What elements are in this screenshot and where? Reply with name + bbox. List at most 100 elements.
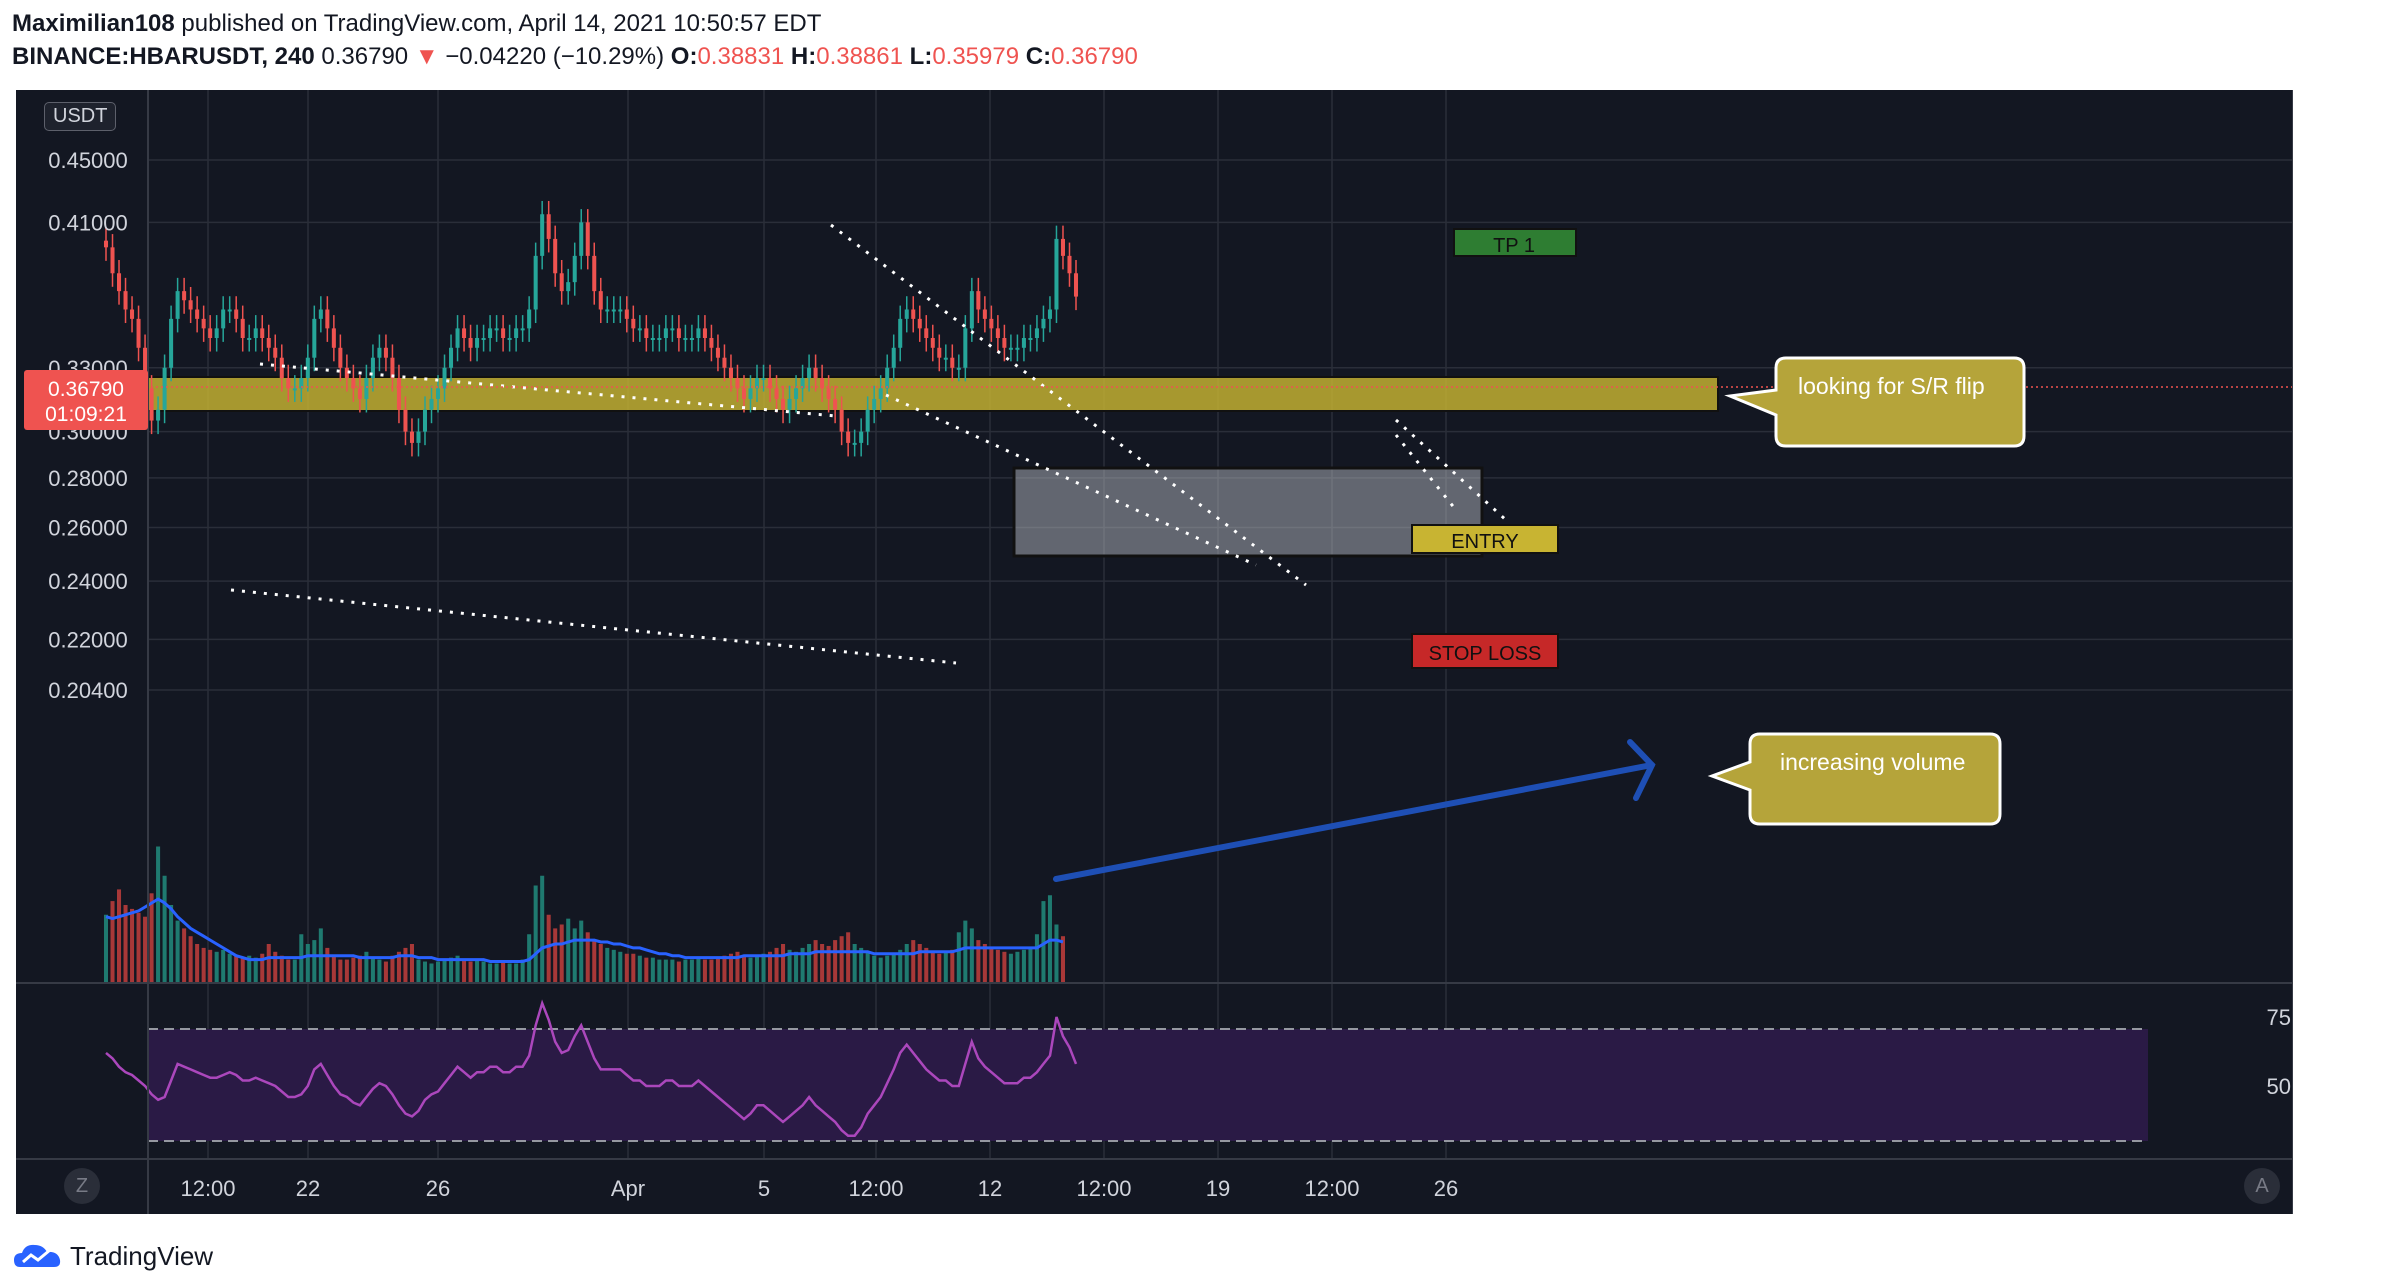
candle-body: [976, 291, 981, 310]
volume-bar: [709, 959, 714, 983]
candle-body: [683, 338, 688, 341]
time-tick-1: 22: [296, 1176, 320, 1201]
volume-bar: [670, 959, 675, 983]
volume-bar: [175, 920, 180, 983]
price-tick-0: 0.45000: [48, 148, 128, 173]
volume-bar: [169, 905, 174, 983]
candle-body: [507, 338, 512, 341]
low-label: L:: [909, 43, 933, 70]
candle-body: [631, 318, 636, 329]
candle-body: [390, 357, 395, 379]
volume-bar: [859, 947, 864, 983]
candle-body: [969, 291, 974, 329]
volume-bar: [566, 918, 571, 983]
time-tick-10: 26: [1434, 1176, 1458, 1201]
candle-body: [781, 398, 786, 410]
high-value: 0.38861: [816, 43, 903, 70]
candle-body: [377, 347, 382, 358]
candle-body: [409, 431, 414, 443]
candle-body: [943, 357, 948, 360]
candle-body: [930, 338, 935, 348]
volume-bar: [214, 951, 219, 983]
price-axis[interactable]: 0.450000.410000.330000.300000.280000.260…: [48, 148, 128, 703]
volume-bar: [781, 944, 786, 983]
price-badge-price: 0.36790: [48, 378, 124, 401]
candle-body: [169, 318, 174, 368]
candle-body: [527, 309, 532, 329]
candle-body: [702, 328, 707, 339]
candle-body: [494, 328, 499, 331]
lower-trendline-left: [230, 588, 957, 665]
volume-bar: [540, 875, 545, 983]
candle-body: [396, 378, 401, 410]
price-tick-8: 0.20400: [48, 678, 128, 703]
volume-bar: [383, 961, 388, 983]
volume-bar: [689, 959, 694, 983]
volume-bar: [370, 957, 375, 983]
author[interactable]: Maximilian108: [12, 10, 175, 37]
volume-bar: [195, 944, 200, 983]
volume-bar: [520, 959, 525, 983]
time-tick-6: 12: [978, 1176, 1002, 1201]
auto-scale-button[interactable]: A: [2244, 1168, 2280, 1204]
volume-bar: [559, 924, 564, 983]
volume-bar: [1008, 953, 1013, 983]
candle-body: [351, 378, 356, 389]
volume-bar: [631, 953, 636, 983]
open-value: 0.38831: [697, 43, 785, 70]
candle-body: [273, 347, 278, 358]
candle-body: [214, 328, 219, 339]
volume-bar: [833, 940, 838, 983]
candle-body: [754, 378, 760, 389]
volume-bar: [208, 949, 213, 983]
candle-body: [117, 273, 122, 292]
symbol-line: BINANCE:HBARUSDT, 240 0.36790 ▼ −0.04220…: [12, 43, 1138, 71]
volume-bar: [305, 944, 310, 983]
volume-bar: [481, 961, 486, 983]
candle-body: [624, 309, 629, 319]
volume-bar: [344, 959, 349, 983]
volume-bar: [904, 944, 909, 983]
candle-body: [748, 388, 753, 399]
rsi-line: [105, 999, 1078, 1137]
stop-box: STOP LOSS: [1411, 633, 1559, 669]
candle-body: [149, 388, 154, 421]
volume-bar: [930, 951, 935, 983]
candle-body: [182, 291, 187, 301]
rsi-tick-0: 75.00: [2266, 1005, 2293, 1030]
svg-text:increasing volume: increasing volume: [1780, 749, 1965, 775]
volume-bar: [357, 955, 362, 983]
last-price: 0.36790: [321, 43, 409, 70]
currency-unit-label[interactable]: USDT: [44, 102, 117, 131]
volume-bar: [585, 932, 590, 983]
candle-body: [1034, 328, 1039, 339]
svg-text:looking for S/R flip: looking for S/R flip: [1798, 373, 1985, 399]
candle-body: [533, 255, 538, 310]
candle-body: [143, 347, 148, 389]
volume-bar: [924, 947, 929, 983]
volume-bar: [728, 953, 733, 983]
candle-body: [279, 357, 284, 379]
time-axis[interactable]: 12:00 22 26 Apr 5 12:00 12 12:00 19 12:00 26: [180, 1176, 1458, 1201]
zoom-button[interactable]: Z: [64, 1168, 100, 1204]
volume-bar: [741, 955, 747, 983]
candle-body: [318, 309, 323, 319]
chart-area[interactable]: TP 1 ENTRY STOP LOSS looking for S/R fli…: [16, 90, 2293, 1214]
chart-canvas[interactable]: TP 1 ENTRY STOP LOSS looking for S/R fli…: [16, 90, 2293, 1214]
callout-sr: looking for S/R flip: [1724, 356, 2026, 448]
volume-bar: [787, 949, 792, 983]
candle-body: [156, 409, 161, 421]
candle-body: [761, 378, 766, 381]
candle-body: [924, 328, 929, 339]
candle-body: [696, 328, 701, 339]
candle-body: [162, 367, 167, 410]
candle-body: [611, 309, 616, 312]
volume-bar: [149, 893, 154, 983]
candle-body: [195, 309, 200, 319]
callout-volume-text: increasing volume: [1780, 749, 1965, 775]
volume-bar: [1028, 947, 1033, 983]
volume-bars: [103, 846, 1065, 983]
volume-bar: [885, 955, 890, 983]
price-tick-5: 0.26000: [48, 516, 128, 541]
footer-logo[interactable]: TradingView: [14, 1238, 213, 1274]
